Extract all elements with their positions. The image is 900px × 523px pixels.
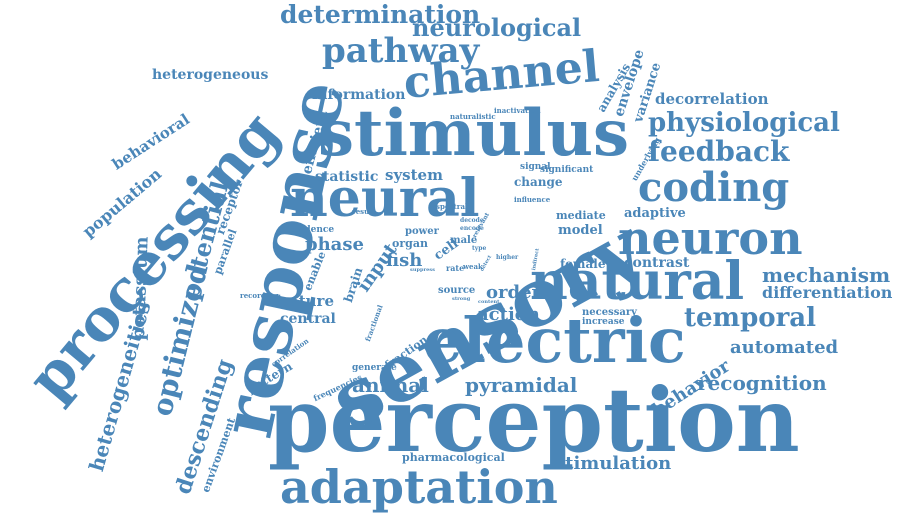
word-pyramidal: pyramidal [465,373,578,397]
word-pathway: pathway [322,31,480,71]
word-inactivation: inactivation [494,106,541,115]
word-order: order [486,282,542,303]
word-organ: organ [392,237,428,250]
word-significant: significant [540,165,594,175]
word-type: type [472,245,487,252]
word-naturalistic: naturalistic [450,112,496,121]
word-heterogeneous: heterogeneous [152,67,269,83]
word-perception: perception [268,368,800,472]
word-source: source [438,285,476,296]
word-evidence: evidence [290,225,335,235]
word-mediate: mediate [556,209,606,222]
word-male: male [450,235,478,246]
word-generate: generate [352,363,397,373]
word-feature: feature [273,292,334,310]
word-cell: cell [431,236,462,264]
word-decode: decode [460,217,484,224]
word-system: system [385,166,443,184]
word-animal: animal [352,373,429,397]
word-statistic: statistic [315,169,379,185]
word-action: action [477,304,540,325]
word-behavioral: behavioral [108,110,193,174]
word-adaptation: adaptation [280,460,558,514]
word-central: central [280,311,336,327]
word-spectral: spectral [436,202,468,211]
word-physiological: physiological [648,108,840,138]
word-result: result [352,207,376,216]
word-influence: influence [514,195,551,204]
word-suppress: suppress [410,267,435,273]
word-encode: encode [460,225,484,232]
word-fish: fish [386,250,423,271]
word-contrast: contrast [624,255,690,271]
word-automated: automated [730,337,839,358]
word-neural: neural [290,168,480,229]
word-mechanism: mechanism [762,263,891,287]
word-strong: strong [452,296,471,302]
word-female: female [560,257,606,271]
word-content: content [478,299,500,305]
word-rate: rate [446,263,465,273]
word-temporal: temporal [684,303,817,333]
word-stimulus: stimulus [318,96,630,171]
word-necessary: necessary [582,307,637,318]
word-power: power [405,226,439,237]
word-recording: recording [240,291,279,300]
word-adaptive: adaptive [624,206,686,221]
word-determination: determination [280,0,481,29]
word-feedback: feedback [648,135,790,168]
word-differentiation: differentiation [762,283,893,302]
word-coding: coding [638,164,790,211]
word-pharmacological: pharmacological [402,451,505,464]
word-model: model [558,223,603,238]
word-decorrelation: decorrelation [655,90,769,108]
word-weak: weak [463,262,483,271]
word-neuron: neuron [618,211,803,265]
word-natural: natural [530,251,745,312]
word-phase: phase [305,234,364,255]
word-neurological: neurological [412,13,582,42]
word-recognition: recognition [697,371,827,395]
word-stimulation: stimulation [555,453,672,474]
word-higher: higher [496,254,519,261]
word-signal: signal [520,162,551,172]
word-electric: electric [423,304,686,377]
word-change: change [514,175,563,189]
word-information: information [312,87,406,103]
word-increase: increase [582,317,625,327]
